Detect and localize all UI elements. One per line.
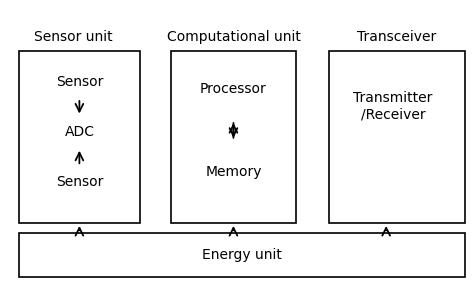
Text: Memory: Memory	[205, 165, 262, 178]
Text: Sensor unit: Sensor unit	[34, 30, 113, 44]
Text: ADC: ADC	[64, 125, 94, 139]
Bar	[329, 51, 465, 223]
Text: Computational unit: Computational unit	[166, 30, 301, 44]
Text: Transceiver: Transceiver	[357, 30, 437, 44]
Bar	[171, 51, 296, 223]
Text: Transmitter
/Receiver: Transmitter /Receiver	[353, 91, 433, 122]
Text: Energy unit: Energy unit	[202, 248, 282, 262]
Text: Sensor: Sensor	[56, 76, 103, 89]
Bar	[19, 51, 140, 223]
Text: Processor: Processor	[200, 82, 267, 96]
Bar	[19, 233, 465, 277]
Text: Sensor: Sensor	[56, 175, 103, 189]
